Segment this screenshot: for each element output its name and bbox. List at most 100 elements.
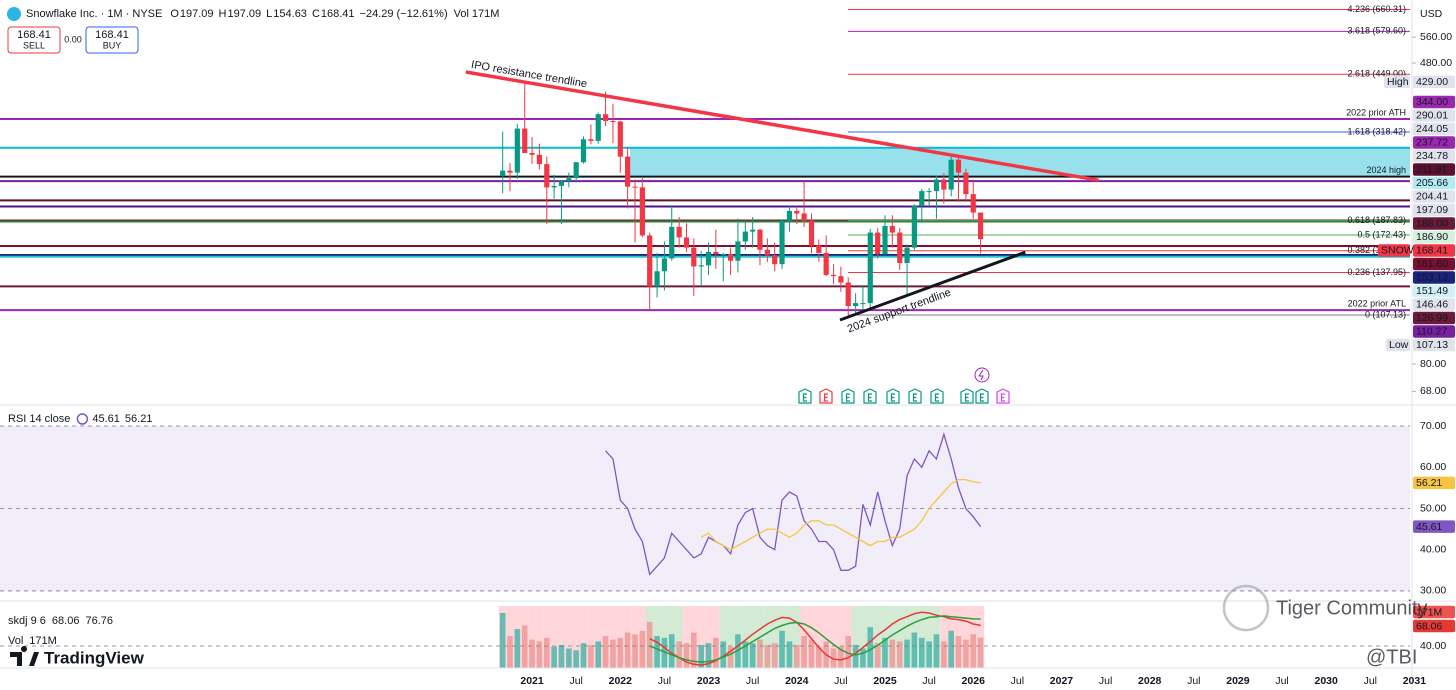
- x-tick-label: 2025: [873, 675, 897, 687]
- earnings-glyph: [867, 393, 872, 402]
- volume-bar: [941, 641, 947, 668]
- x-tick-label: 2027: [1050, 675, 1074, 687]
- candle-body: [654, 271, 660, 287]
- trendline: [465, 70, 1099, 182]
- symbol-logo: [7, 7, 21, 21]
- skdj-shade: [557, 606, 566, 668]
- skdj-shade: [925, 606, 933, 668]
- price-tag: [1413, 257, 1455, 271]
- level-label: 2022 prior ATL: [1348, 299, 1406, 309]
- candle-body: [595, 114, 601, 141]
- earnings-shape: [960, 388, 974, 404]
- skdj-value: 76.76: [85, 615, 113, 627]
- price-tag: [1413, 176, 1455, 190]
- x-tick-label: Jul: [922, 675, 935, 687]
- price-tag-label: 168.41: [1416, 245, 1448, 257]
- candle-body: [926, 191, 932, 193]
- volume-bar: [749, 643, 756, 668]
- price-tag: [1413, 311, 1455, 325]
- fib-label: 4.236 (660.31): [1347, 4, 1406, 14]
- sell-button[interactable]: [7, 26, 61, 54]
- candle-body: [897, 232, 903, 263]
- candle-body: [823, 252, 829, 275]
- price-tag-label: 244.05: [1416, 123, 1448, 135]
- ohlc-value: 197.09: [228, 8, 262, 20]
- skdj-shade: [903, 606, 911, 668]
- earnings-icon[interactable]: [960, 388, 974, 404]
- price-tag-label: 110.27: [1416, 326, 1447, 338]
- price-tag-label: 237.72: [1416, 137, 1448, 149]
- earnings-icon[interactable]: [975, 388, 989, 404]
- candle-body: [853, 303, 859, 307]
- volume-bar: [573, 650, 579, 668]
- candle-body: [904, 247, 910, 263]
- price-tag-label: 429.00: [1416, 76, 1448, 88]
- price-tag-label: 186.90: [1416, 231, 1448, 243]
- x-tick-label: Jul: [1099, 675, 1112, 687]
- volume-bar: [720, 641, 727, 668]
- earnings-icon[interactable]: [863, 388, 877, 404]
- earnings-icon[interactable]: [886, 388, 900, 404]
- price-tag: [1413, 109, 1455, 122]
- earnings-icon[interactable]: [841, 388, 855, 404]
- volume-bar: [646, 621, 653, 668]
- brand-logo: [10, 646, 39, 666]
- rsi-tick-label: 50.00: [1420, 502, 1446, 514]
- skdj-shade: [704, 606, 713, 668]
- volume-bar: [793, 644, 800, 668]
- candle-body: [536, 154, 542, 165]
- candle-body: [544, 164, 550, 188]
- skdj-shade: [807, 606, 816, 668]
- candle-body: [786, 210, 793, 221]
- earnings-icon[interactable]: [819, 388, 833, 404]
- skdj-tag: [1413, 619, 1455, 633]
- candle-body: [617, 121, 623, 157]
- side-tag-label: High: [1387, 76, 1409, 88]
- volume-bar: [845, 636, 852, 668]
- price-tag: [1413, 284, 1455, 298]
- earnings-glyph: [802, 393, 807, 402]
- candle-body: [522, 128, 528, 154]
- earnings-glyph: [1000, 393, 1005, 402]
- price-tag: [1413, 95, 1455, 109]
- volume-bar: [558, 644, 565, 668]
- x-tick-label: 2029: [1226, 675, 1250, 687]
- candle-body: [948, 159, 954, 190]
- skdj-shade: [609, 606, 617, 668]
- volume-bar: [727, 646, 734, 668]
- volume-bar: [624, 632, 631, 668]
- candle-body: [661, 258, 668, 272]
- volume-bar: [867, 627, 874, 668]
- candle-body: [529, 153, 535, 155]
- skdj-shade: [616, 606, 624, 668]
- candle-body: [867, 232, 873, 304]
- side-tag-label: Low: [1389, 339, 1409, 351]
- trendline: [839, 250, 1026, 322]
- volume-bar: [595, 641, 602, 668]
- earnings-shape: [819, 388, 833, 404]
- volume-bar: [963, 639, 969, 668]
- buy-label: BUY: [103, 40, 122, 50]
- price-tag: [1413, 136, 1455, 149]
- candle-body: [507, 170, 513, 173]
- earnings-icon[interactable]: [930, 388, 944, 404]
- volume-bar: [529, 639, 535, 668]
- buy-button[interactable]: [85, 26, 139, 54]
- skdj-shade: [741, 606, 750, 668]
- candle-body: [764, 249, 770, 256]
- candle-body: [742, 231, 748, 242]
- earnings-icon[interactable]: [996, 388, 1010, 404]
- ohlc-value: 197.09: [180, 8, 214, 20]
- skdj-shade: [565, 606, 573, 668]
- volume-bar: [786, 641, 793, 668]
- candle-body: [602, 114, 609, 121]
- price-tag-label: 204.41: [1416, 191, 1448, 203]
- skdj-shade: [572, 606, 580, 668]
- ohlc-key: O: [170, 8, 179, 20]
- earnings-icon[interactable]: [798, 388, 812, 404]
- candle-body: [933, 179, 940, 192]
- earnings-icon[interactable]: [908, 388, 922, 404]
- rsi-settings-icon: [76, 413, 89, 425]
- sell-price: 168.41: [17, 29, 51, 41]
- skdj-shade: [837, 606, 845, 668]
